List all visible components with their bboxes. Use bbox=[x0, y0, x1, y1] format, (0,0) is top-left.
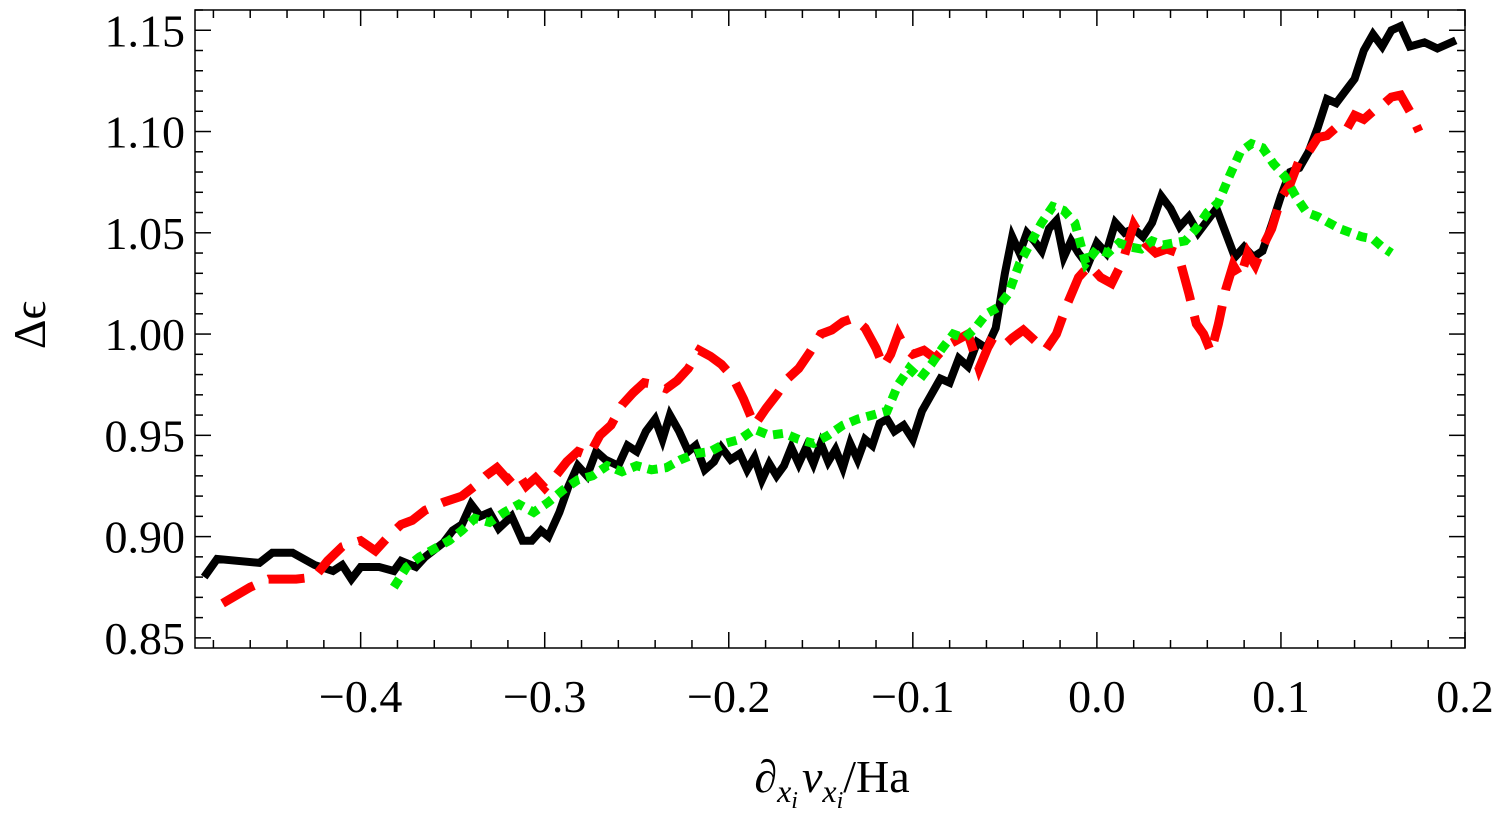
series-line-0 bbox=[200, 20, 1458, 587]
series-line-1 bbox=[220, 89, 1424, 608]
x-tick-label: −0.1 bbox=[871, 671, 954, 722]
series-layer bbox=[200, 20, 1458, 608]
x-tick-label: 0.0 bbox=[1068, 671, 1126, 722]
x-axis-label: ∂xivxi/Ha bbox=[754, 751, 909, 814]
x-tick-label: 0.2 bbox=[1436, 671, 1494, 722]
y-tick-label: 1.10 bbox=[105, 107, 186, 158]
tick-labels-layer: −0.4 −0.3 −0.2 −0.1 0.0 0.1 0.2 0.85 0.90 0.95 1.0… bbox=[105, 5, 1494, 722]
series-line-2 bbox=[390, 138, 1394, 590]
y-tick-label: 0.90 bbox=[105, 512, 186, 563]
y-tick-label: 1.05 bbox=[105, 208, 186, 259]
y-tick-label: 1.15 bbox=[105, 5, 186, 56]
y-tick-label: 0.85 bbox=[105, 613, 186, 664]
x-tick-label: 0.1 bbox=[1252, 671, 1310, 722]
x-tick-label: −0.3 bbox=[503, 671, 586, 722]
x-label-var1: x bbox=[776, 773, 791, 809]
x-label-sub1: i bbox=[791, 788, 798, 814]
y-axis-label: Δϵ bbox=[4, 301, 55, 349]
x-label-suffix: /Ha bbox=[843, 751, 909, 802]
x-label-operator: ∂ bbox=[754, 751, 777, 802]
plot-frame bbox=[194, 9, 1466, 649]
x-label-sub2-sub: i bbox=[837, 788, 844, 814]
y-tick-label: 0.95 bbox=[105, 410, 186, 461]
x-label-var2: v bbox=[802, 751, 823, 802]
ticks-layer bbox=[195, 9, 1466, 648]
x-tick-label: −0.4 bbox=[319, 671, 402, 722]
x-tick-label: −0.2 bbox=[687, 671, 770, 722]
y-tick-label: 1.00 bbox=[105, 309, 186, 360]
x-label-sub2-base: x bbox=[821, 773, 836, 809]
